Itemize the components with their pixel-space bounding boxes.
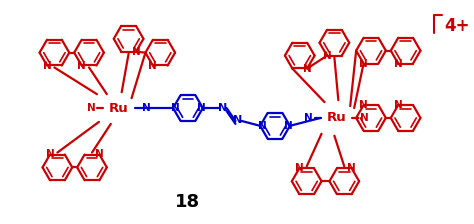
Text: N: N: [87, 103, 95, 113]
Text: N: N: [95, 149, 104, 159]
Text: N: N: [197, 103, 205, 113]
Text: 4+: 4+: [444, 17, 470, 35]
Text: N: N: [148, 60, 157, 71]
Text: N: N: [218, 103, 227, 113]
Text: N: N: [323, 51, 331, 61]
Text: Ru: Ru: [109, 101, 128, 114]
Text: N: N: [233, 115, 242, 125]
Text: N: N: [142, 103, 151, 113]
Text: N: N: [359, 100, 368, 110]
Text: Ru: Ru: [327, 111, 346, 125]
Text: N: N: [283, 121, 292, 131]
Text: N: N: [43, 60, 51, 71]
Text: N: N: [171, 103, 180, 113]
Text: 18: 18: [175, 193, 201, 211]
Text: N: N: [258, 121, 266, 131]
Text: N: N: [77, 60, 86, 71]
Text: N: N: [303, 64, 311, 73]
Text: N: N: [347, 163, 356, 173]
Text: N: N: [46, 149, 55, 159]
Text: N: N: [359, 58, 368, 69]
Text: N: N: [295, 163, 304, 173]
Text: N: N: [394, 100, 402, 110]
Text: N: N: [360, 113, 368, 123]
Text: N: N: [394, 58, 402, 69]
Text: N: N: [304, 113, 313, 123]
Text: N: N: [132, 47, 140, 57]
